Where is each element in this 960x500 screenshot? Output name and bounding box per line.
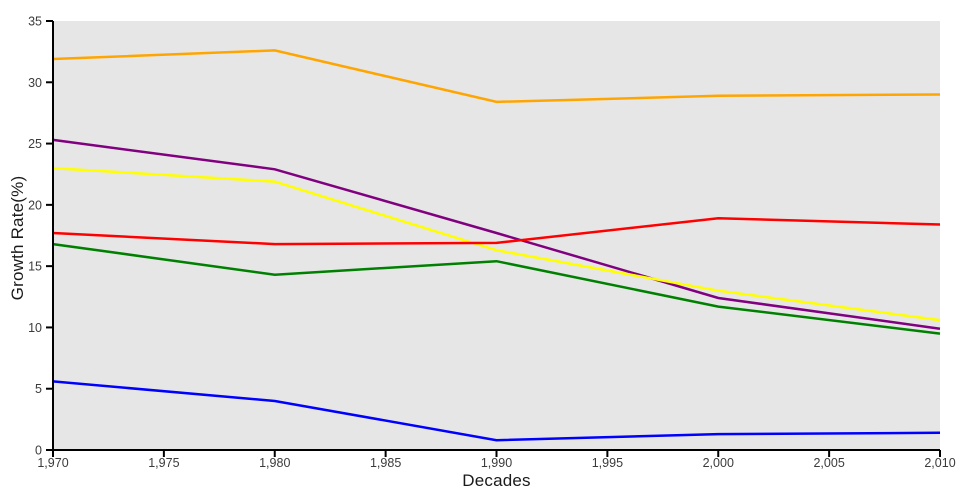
x-tick-label: 2,000 bbox=[703, 456, 734, 470]
x-tick-label: 1,990 bbox=[481, 456, 512, 470]
blue-series-line bbox=[52, 380, 941, 442]
x-tick-label: 1,995 bbox=[592, 456, 623, 470]
x-tick-label: 1,980 bbox=[259, 456, 290, 470]
x-axis-title: Decades bbox=[462, 471, 531, 490]
y-tick-label: 15 bbox=[28, 260, 42, 274]
x-tick-label: 2,005 bbox=[813, 456, 844, 470]
yellow-series-line bbox=[52, 166, 941, 322]
x-tick-label: 1,970 bbox=[37, 456, 68, 470]
y-tick-label: 10 bbox=[28, 321, 42, 335]
y-tick-label: 20 bbox=[28, 198, 42, 212]
y-tick-label: 35 bbox=[28, 15, 42, 29]
y-axis-title: Growth Rate(%) bbox=[8, 175, 27, 301]
y-tick-label: 30 bbox=[28, 76, 42, 90]
x-tick-label: 1,975 bbox=[148, 456, 179, 470]
red-series-line bbox=[52, 217, 941, 246]
x-tick-label: 2,010 bbox=[924, 456, 955, 470]
purple-series-line bbox=[52, 138, 941, 330]
plot-area bbox=[53, 21, 940, 450]
y-tick-label: 5 bbox=[35, 382, 42, 396]
y-tick-label: 25 bbox=[28, 137, 42, 151]
orange-series-line bbox=[52, 49, 941, 104]
y-tick-label: 0 bbox=[35, 444, 42, 458]
green-series-line bbox=[52, 242, 941, 335]
x-tick-label: 1,985 bbox=[370, 456, 401, 470]
